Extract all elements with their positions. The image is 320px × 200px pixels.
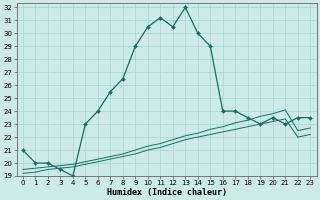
X-axis label: Humidex (Indice chaleur): Humidex (Indice chaleur) (107, 188, 227, 197)
